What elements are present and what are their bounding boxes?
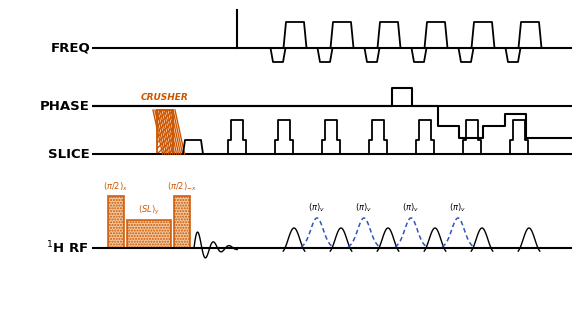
Bar [108,196,124,248]
Bar [157,110,173,154]
Text: $(\pi/2)_x$: $(\pi/2)_x$ [104,180,128,193]
Bar [127,220,171,248]
Text: CRUSHER: CRUSHER [141,93,189,102]
Text: $(SL)_y$: $(SL)_y$ [138,204,160,217]
Text: $^1$H RF: $^1$H RF [46,240,88,256]
Text: $(\pi)_v$: $(\pi)_v$ [308,202,325,214]
Bar [174,196,190,248]
Bar [127,220,171,248]
Text: SLICE: SLICE [48,148,90,161]
Text: PHASE: PHASE [40,100,90,112]
Text: $(\pi)_v$: $(\pi)_v$ [449,202,467,214]
Text: $(\pi)_v$: $(\pi)_v$ [355,202,373,214]
Text: FREQ: FREQ [50,41,90,54]
Text: $(\pi)_v$: $(\pi)_v$ [403,202,419,214]
Bar [108,196,124,248]
Bar [174,196,190,248]
Bar [157,110,173,154]
Text: $(\pi/2)_{-x}$: $(\pi/2)_{-x}$ [167,180,197,193]
